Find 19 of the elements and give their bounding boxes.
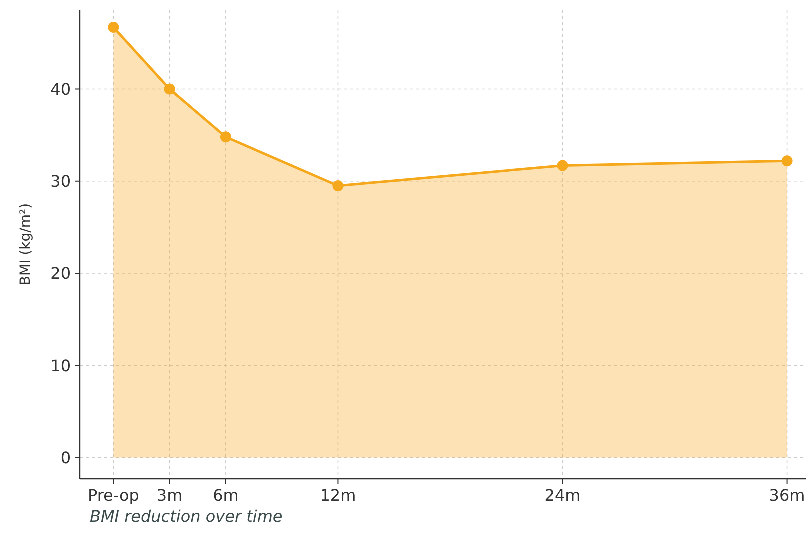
point bbox=[108, 22, 120, 34]
x-tick-label: 12m bbox=[320, 486, 356, 505]
x-tick-label: 36m bbox=[769, 486, 806, 505]
y-axis-title: BMI (kg/m²) bbox=[18, 203, 34, 286]
point bbox=[782, 156, 793, 167]
y-tick-label: 0 bbox=[60, 448, 71, 468]
point bbox=[557, 160, 568, 172]
y-tick-label: 30 bbox=[50, 172, 71, 191]
x-tick-label: Pre-op bbox=[88, 486, 140, 505]
y-tick-label: 20 bbox=[50, 264, 71, 284]
point bbox=[220, 132, 232, 143]
point bbox=[332, 180, 344, 192]
x-tick-label: 6m bbox=[213, 486, 239, 505]
x-tick-label: 24m bbox=[544, 486, 581, 505]
point bbox=[164, 84, 176, 95]
y-tick-label: 10 bbox=[50, 356, 71, 376]
text: BMI reduction over time bbox=[90, 507, 283, 526]
y-tick-label: 40 bbox=[50, 80, 71, 99]
x-tick-label: 3m bbox=[156, 486, 183, 505]
